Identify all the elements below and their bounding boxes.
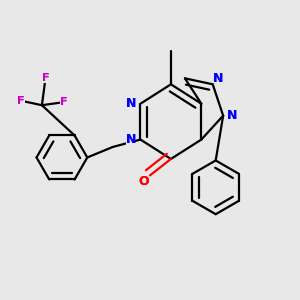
Text: F: F bbox=[42, 73, 49, 83]
FancyBboxPatch shape bbox=[17, 96, 25, 105]
Text: F: F bbox=[60, 97, 67, 107]
Text: F: F bbox=[17, 96, 25, 106]
Text: N: N bbox=[126, 97, 136, 110]
Text: N: N bbox=[213, 72, 223, 86]
Text: F: F bbox=[60, 97, 67, 107]
Text: N: N bbox=[227, 109, 237, 122]
Text: F: F bbox=[42, 73, 49, 83]
Text: F: F bbox=[17, 96, 25, 106]
Text: N: N bbox=[213, 72, 223, 86]
Text: O: O bbox=[139, 175, 149, 188]
Text: N: N bbox=[227, 109, 237, 122]
FancyBboxPatch shape bbox=[214, 74, 223, 84]
FancyBboxPatch shape bbox=[140, 176, 148, 187]
FancyBboxPatch shape bbox=[42, 74, 49, 83]
FancyBboxPatch shape bbox=[228, 110, 237, 121]
Text: N: N bbox=[126, 97, 136, 110]
Text: N: N bbox=[126, 133, 136, 146]
FancyBboxPatch shape bbox=[126, 134, 135, 145]
Text: O: O bbox=[139, 175, 149, 188]
FancyBboxPatch shape bbox=[60, 98, 67, 107]
FancyBboxPatch shape bbox=[126, 98, 135, 109]
Text: N: N bbox=[126, 133, 136, 146]
